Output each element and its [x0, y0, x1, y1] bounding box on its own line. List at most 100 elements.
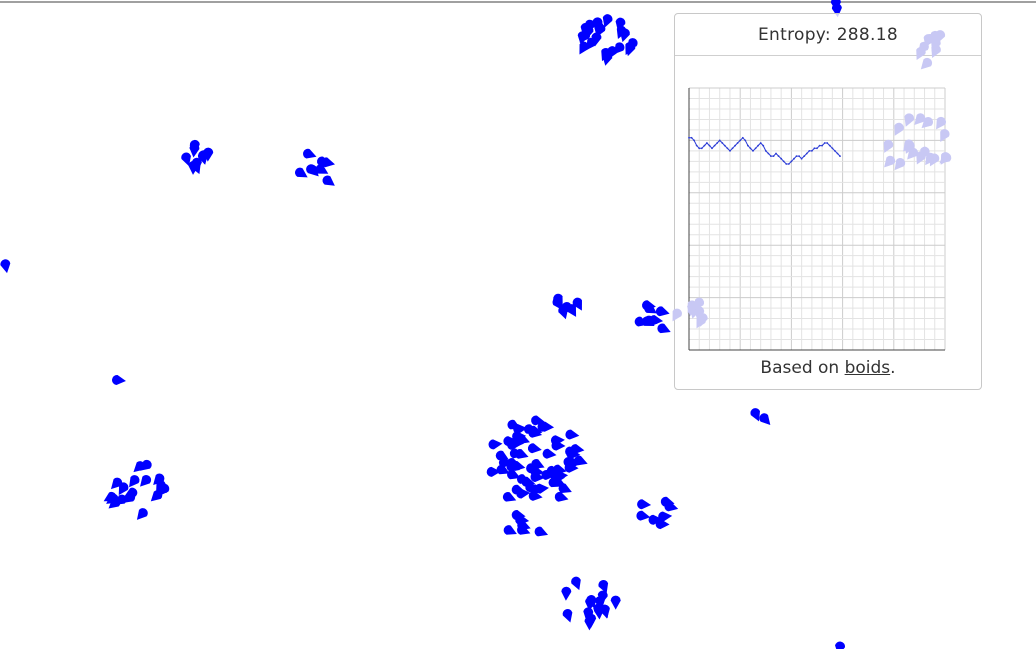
entropy-point: [721, 142, 724, 144]
boid: [655, 306, 670, 317]
boid: [759, 413, 771, 425]
entropy-point: [741, 136, 744, 139]
boid: [306, 164, 319, 175]
boid: [625, 42, 636, 57]
entropy-point: [839, 155, 841, 157]
boid: [503, 525, 517, 535]
boid: [118, 482, 129, 496]
boid: [642, 300, 656, 311]
entropy-point: [831, 147, 834, 150]
entropy-value: 288.18: [836, 25, 898, 45]
entropy-point: [695, 144, 698, 147]
boid: [558, 483, 572, 493]
boid: [527, 443, 542, 454]
entropy-point: [718, 139, 721, 142]
boid: [550, 473, 565, 484]
boid: [153, 473, 165, 485]
boid: [531, 459, 545, 469]
boid: [602, 14, 613, 28]
entropy-point: [749, 147, 752, 150]
entropy-point: [723, 144, 726, 147]
boid: [566, 304, 577, 317]
entropy-point: [823, 142, 826, 144]
boid: [655, 519, 670, 530]
boid: [586, 595, 596, 609]
top-divider: [0, 1, 1036, 3]
boid: [571, 576, 581, 591]
boid: [574, 455, 588, 466]
boid: [537, 421, 552, 432]
entropy-point: [770, 155, 772, 157]
entropy-point: [775, 152, 777, 155]
boid: [198, 150, 209, 165]
boid: [133, 461, 146, 473]
boid: [517, 525, 531, 535]
boid: [295, 167, 308, 178]
boid: [528, 490, 543, 501]
entropy-point: [787, 163, 790, 165]
boid: [528, 425, 543, 436]
boid: [521, 476, 536, 487]
boids-link[interactable]: boids: [844, 358, 891, 378]
entropy-point: [747, 144, 749, 147]
entropy-point: [805, 152, 808, 155]
boid: [507, 469, 521, 480]
entropy-point: [800, 157, 803, 160]
credit-prefix: Based on: [760, 358, 845, 378]
entropy-point: [821, 144, 823, 147]
boid: [634, 316, 649, 327]
entropy-point: [736, 142, 739, 144]
boid: [191, 157, 202, 172]
boid: [750, 408, 760, 422]
entropy-point: [698, 147, 701, 150]
entropy-point: [716, 142, 719, 144]
entropy-point: [828, 144, 831, 147]
entropy-point: [813, 147, 816, 150]
entropy-readout: Entropy: 288.18: [675, 14, 981, 56]
boid: [541, 470, 556, 480]
boid: [561, 586, 572, 601]
boid: [584, 19, 595, 33]
boid: [129, 475, 140, 488]
boid: [553, 293, 563, 307]
boid: [542, 448, 557, 459]
boid: [551, 440, 566, 451]
entropy-point: [793, 157, 795, 160]
boid: [835, 641, 845, 649]
entropy-label: Entropy:: [758, 25, 831, 45]
boid: [511, 510, 526, 520]
boid: [644, 315, 658, 326]
boid: [140, 475, 152, 487]
boid: [593, 605, 604, 620]
entropy-point: [816, 147, 818, 150]
boid: [579, 41, 589, 55]
boid: [486, 466, 501, 477]
boid: [586, 613, 597, 628]
entropy-point: [708, 144, 711, 147]
entropy-point: [739, 139, 742, 142]
entropy-point: [808, 150, 811, 152]
boid: [516, 434, 530, 444]
boid: [516, 488, 531, 499]
boid: [122, 492, 136, 503]
entropy-chart: [688, 87, 946, 351]
boid: [830, 0, 841, 12]
entropy-point: [834, 150, 836, 152]
boid: [136, 508, 148, 520]
boid: [495, 450, 509, 461]
boid: [657, 323, 671, 334]
entropy-point: [700, 147, 703, 150]
entropy-point: [711, 147, 713, 150]
entropy-point: [790, 160, 793, 163]
boid: [303, 148, 317, 159]
entropy-point: [731, 147, 734, 150]
entropy-point: [762, 144, 765, 147]
boid: [607, 46, 618, 60]
info-panel: Entropy: 288.18 Based on boids.: [674, 13, 982, 390]
boid: [322, 175, 335, 186]
boid: [112, 375, 126, 385]
boid: [658, 511, 673, 522]
entropy-point: [688, 136, 690, 139]
